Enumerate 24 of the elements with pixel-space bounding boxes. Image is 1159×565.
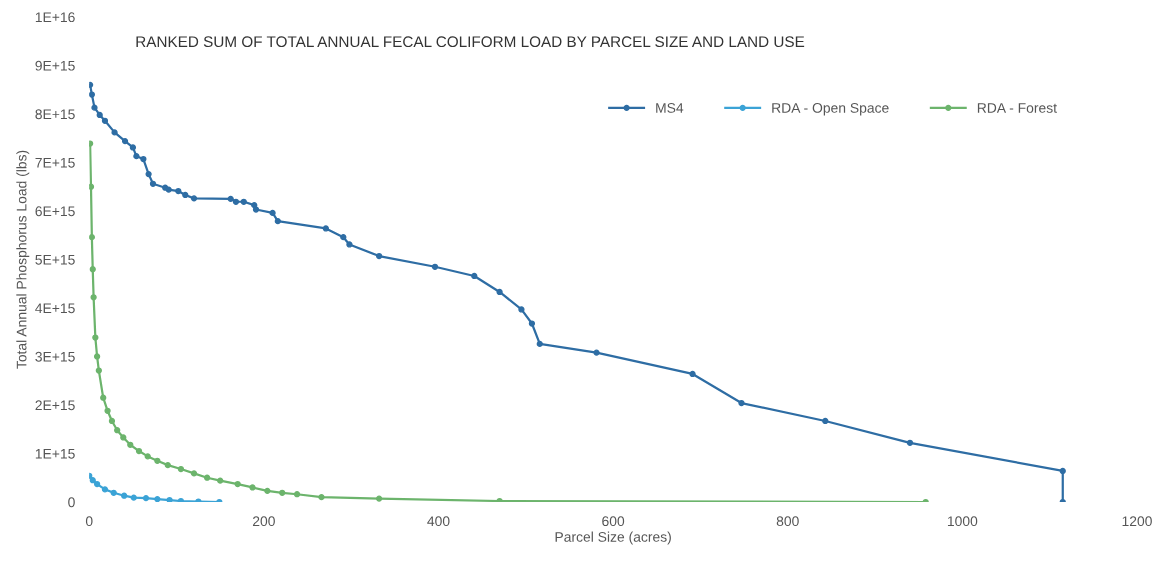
x-tick-label: 1000	[947, 516, 978, 527]
y-tick-label: 1E+15	[35, 448, 75, 459]
x-tick-label: 200	[252, 516, 275, 527]
legend-label: MS4	[656, 103, 684, 113]
legend-label: RDA - Open Space	[772, 103, 889, 116]
x-tick-label: 400	[427, 516, 450, 527]
y-tick-label: 6E+15	[35, 206, 75, 217]
y-axis-title: Total Annual Phosphorus Load (lbs)	[16, 150, 30, 369]
y-tick-label: 9E+15	[35, 60, 75, 71]
y-tick-label: 0	[68, 497, 75, 508]
y-tick-label: 7E+15	[35, 157, 75, 168]
y-tick-label: 4E+15	[35, 303, 75, 314]
x-axis-title: Parcel Size (acres)	[555, 531, 671, 545]
y-tick-label: 1E+16	[35, 12, 75, 23]
y-tick-label: 8E+15	[35, 109, 75, 120]
x-tick-label: 0	[85, 516, 93, 527]
x-tick-label: 600	[602, 516, 625, 527]
legend-label: RDA - Forest	[977, 103, 1057, 113]
y-tick-label: 3E+15	[35, 351, 75, 362]
x-tick-label: 800	[776, 516, 799, 527]
x-tick-label: 1200	[1122, 516, 1152, 527]
text: RANKED SUM OF TOTAL ANNUAL FECAL COLIFORM LOAD BY PARCEL SIZE AND LAND USE	[136, 36, 805, 48]
y-tick-label: 2E+15	[35, 400, 75, 411]
y-tick-label: 5E+15	[35, 254, 75, 265]
